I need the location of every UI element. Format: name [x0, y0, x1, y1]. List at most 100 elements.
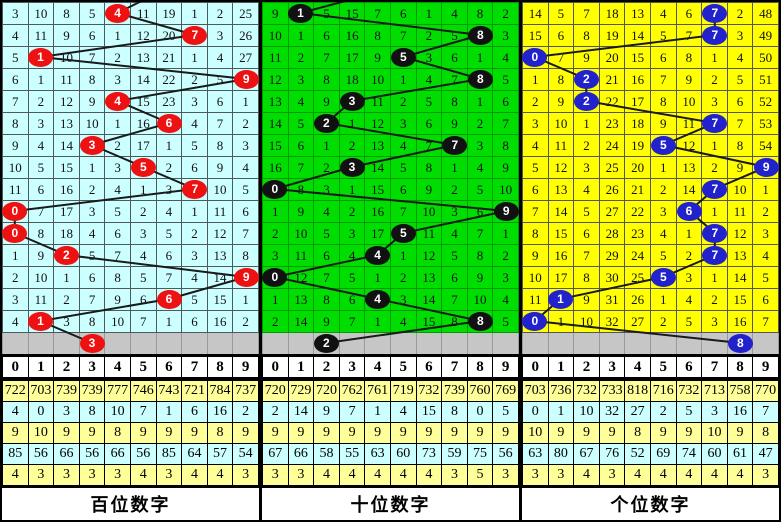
stats-cell: 14 [287, 401, 315, 423]
stats-cell: 4 [389, 464, 417, 486]
grid-cell: 2 [492, 2, 519, 25]
grid-cell: 2 [701, 156, 728, 179]
stats-cell: 0 [466, 401, 494, 423]
stats-cell: 3 [262, 464, 289, 486]
stats-cell: 58 [313, 443, 340, 465]
column-header-cell: 3 [338, 356, 366, 378]
grid-cell: 1 [389, 244, 417, 267]
grid-cell: 5 [573, 200, 600, 223]
stats-cell: 713 [701, 380, 728, 402]
stats-cell: 9 [675, 422, 703, 444]
stats-cell: 737 [232, 380, 259, 402]
draw-circle: 0 [262, 267, 288, 287]
stats-cell: 3 [547, 464, 575, 486]
stats-cell: 3 [155, 464, 183, 486]
grid-cell: 19 [155, 2, 183, 25]
stats-cell: 4 [415, 464, 443, 486]
gray-row-cell [649, 332, 677, 354]
draw-circle: 0 [522, 47, 548, 67]
grid-cell: 4 [415, 68, 443, 91]
stats-cell: 4 [389, 401, 417, 423]
draw-circle: 3 [339, 157, 365, 177]
grid-cell: 1 [573, 112, 600, 135]
draw-circle: 3 [79, 135, 105, 155]
grid-cell: 1 [262, 288, 289, 311]
gray-row-cell [232, 332, 259, 354]
gray-row-cell [129, 332, 157, 354]
column-header-cell: 2 [313, 356, 340, 378]
grid-cell: 6 [726, 90, 754, 113]
stats-cell: 3 [232, 464, 259, 486]
panel-units: 14 5 7 18 13 4 6 2 48 15 6 8 19 14 5 7 3 49 7 9 20 15 6 8 1 4 50 1 8… [519, 2, 779, 520]
stats-table: 722 703 739 739 777 746 743 721 784 737 4 0 3 8 10 7 1 6 1… [2, 380, 259, 486]
stats-cell: 732 [675, 380, 703, 402]
grid-cell: 8 [2, 112, 29, 135]
grid-cell: 12 [53, 90, 80, 113]
column-header-cell: 8 [726, 356, 754, 378]
stats-cell: 758 [726, 380, 754, 402]
grid-cell: 7 [649, 68, 677, 91]
grid-cell: 6 [2, 68, 29, 91]
stats-cell: 9 [415, 422, 443, 444]
grid-cell: 2 [752, 200, 779, 223]
stats-cell: 56 [129, 443, 157, 465]
stats-cell: 9 [726, 422, 754, 444]
grid-cell: 5 [389, 156, 417, 179]
grid-cell: 5 [78, 2, 106, 25]
grid-cell: 12 [675, 134, 703, 157]
stats-cell: 9 [313, 401, 340, 423]
grid-cell: 8 [492, 134, 519, 157]
stats-cell: 10 [522, 422, 549, 444]
grid-cell: 16 [547, 244, 575, 267]
grid-cell: 4 [2, 310, 29, 333]
stats-cell: 9 [547, 422, 575, 444]
stats-cell: 4 [2, 401, 29, 423]
panel-title: 十位数字 [262, 486, 519, 520]
grid-cell: 15 [522, 24, 549, 47]
grid-cell: 3 [675, 266, 703, 289]
panel-tens: 9 5 15 7 6 1 4 8 2 10 1 6 16 8 7 2 5 3 11 2 7 17 9 3 6 1 4 12 3 8 18 10… [259, 2, 519, 520]
grid-cell: 53 [752, 112, 779, 135]
grid-cell: 1 [415, 2, 443, 25]
grid-cell: 6 [181, 310, 208, 333]
grid-cell: 9 [492, 156, 519, 179]
stats-cell: 3 [78, 464, 106, 486]
grid-cell: 7 [129, 310, 157, 333]
grid-cell: 4 [649, 2, 677, 25]
grid-cell: 8 [522, 222, 549, 245]
stats-cell: 80 [547, 443, 575, 465]
column-header-cell: 1 [547, 356, 575, 378]
stats-cell: 739 [441, 380, 468, 402]
stats-table: 720 729 720 762 761 719 732 739 760 769 2 14 9 7 1 4 15 8… [262, 380, 519, 486]
draw-circle: 7 [702, 113, 728, 133]
grid-cell: 8 [441, 310, 468, 333]
grid-cell: 16 [364, 200, 391, 223]
stats-cell: 8 [752, 422, 779, 444]
draw-circle: 2 [313, 333, 339, 353]
draw-circle: 7 [702, 3, 728, 23]
column-header-cell: 6 [675, 356, 703, 378]
column-header-cell: 7 [441, 356, 468, 378]
grid-cell: 8 [415, 156, 443, 179]
stats-cell: 8 [104, 422, 131, 444]
grid-cell: 30 [598, 266, 626, 289]
column-header-cell: 5 [389, 356, 417, 378]
draw-circle: 4 [365, 289, 391, 309]
column-header-cell: 3 [598, 356, 626, 378]
draw-circle: 0 [2, 223, 28, 243]
draw-circle: 7 [702, 179, 728, 199]
stats-cell: 733 [598, 380, 626, 402]
draw-circle: 5 [390, 47, 416, 67]
grid-cell: 1 [27, 68, 55, 91]
stats-cell: 721 [181, 380, 208, 402]
stats-cell: 66 [104, 443, 131, 465]
gray-row-cell [206, 332, 234, 354]
stats-cell: 85 [155, 443, 183, 465]
gray-row-cell [2, 332, 29, 354]
stats-cell: 16 [726, 401, 754, 423]
grid-cell: 14 [287, 310, 315, 333]
stats-cell: 729 [287, 380, 315, 402]
